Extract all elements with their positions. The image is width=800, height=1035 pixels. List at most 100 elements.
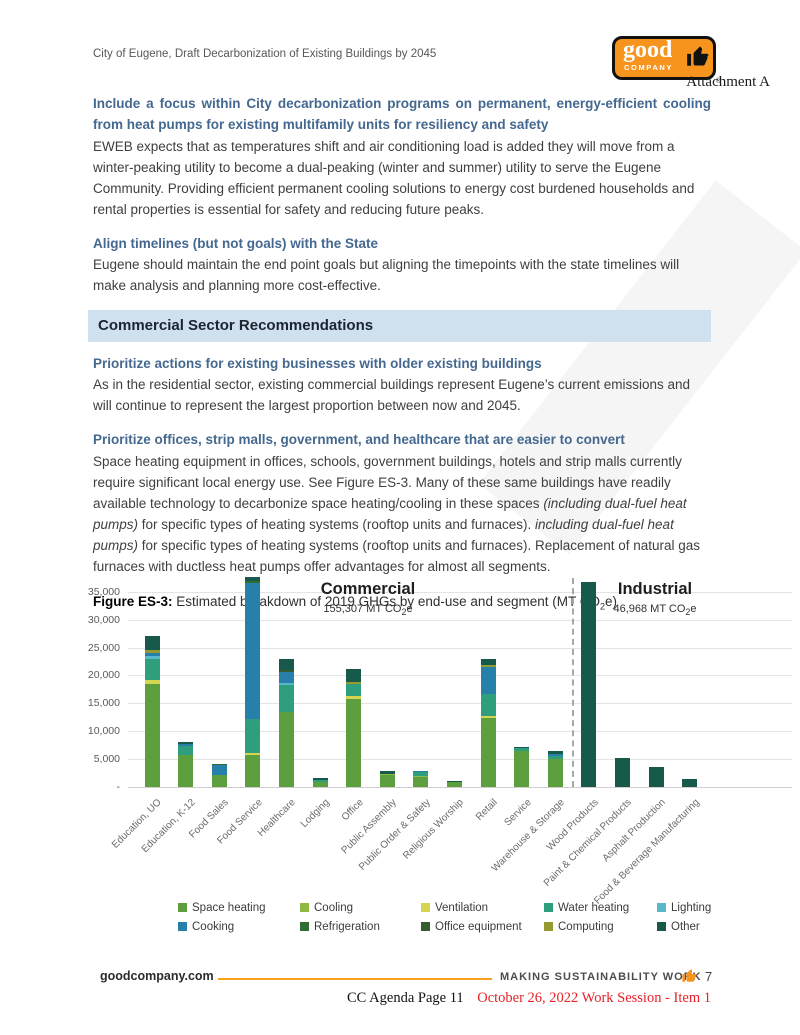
y-axis-tick-label: 20,000 bbox=[87, 669, 120, 682]
bar-segment-space_heating bbox=[514, 751, 530, 787]
x-axis-category-label: Asphalt Production bbox=[600, 797, 668, 865]
legend-swatch-ventilation bbox=[421, 903, 430, 912]
bar-segment-space_heating bbox=[413, 776, 429, 787]
bar-segment-ventilation bbox=[480, 716, 496, 718]
bar-segment-space_heating bbox=[446, 781, 462, 787]
legend-swatch-lighting bbox=[657, 903, 666, 912]
legend-label: Space heating bbox=[192, 901, 266, 914]
bar-segment-other bbox=[245, 577, 261, 581]
bar-segment-space_heating bbox=[245, 755, 261, 787]
footer-tagline: MAKING SUSTAINABILITY WORK bbox=[500, 971, 702, 983]
paragraph-eweb: EWEB expects that as temperatures shift … bbox=[93, 138, 695, 217]
legend-item: Computing bbox=[544, 917, 657, 936]
bar-segment-cooking bbox=[211, 764, 227, 776]
footer-agenda-page: CC Agenda Page 11 bbox=[347, 990, 464, 1006]
footer-page-number: 7 bbox=[705, 969, 713, 984]
bar-segment-water_heating bbox=[547, 756, 563, 759]
legend-label: Water heating bbox=[558, 901, 630, 914]
y-axis-tick-label: 35,000 bbox=[87, 585, 120, 598]
footer-session-date: October 26, 2022 Work Session - Item 1 bbox=[477, 990, 711, 1006]
legend-item: Cooking bbox=[178, 917, 300, 936]
legend-item: Space heating bbox=[178, 898, 300, 917]
bar-segment-other bbox=[682, 779, 698, 787]
bar-segment-water_heating bbox=[312, 779, 328, 782]
figure-caption: Figure ES-3: Estimated breakdown of 2019… bbox=[93, 593, 618, 612]
legend-label: Cooking bbox=[192, 920, 235, 933]
bar-segment-ventilation bbox=[144, 680, 160, 684]
legend-label: Office equipment bbox=[435, 920, 522, 933]
chart-group-subtitle: 155,307 MT CO2e bbox=[323, 603, 413, 618]
bar-segment-space_heating bbox=[278, 712, 294, 787]
bar-segment-water_heating bbox=[144, 658, 160, 681]
legend-label: Lighting bbox=[671, 901, 712, 914]
chart-legend: Space heating Cooling Ventilation Water hea… bbox=[178, 898, 767, 936]
bar-segment-other bbox=[547, 751, 563, 755]
paragraph-timelines: Eugene should maintain the end point goa… bbox=[93, 257, 680, 294]
bar-segment-water_heating bbox=[514, 747, 530, 752]
bar-segment-space_heating bbox=[346, 698, 362, 787]
bar-segment-space_heating bbox=[211, 775, 227, 787]
bar-segment-ventilation bbox=[245, 752, 261, 756]
gridline bbox=[128, 703, 792, 705]
legend-item: Water heating bbox=[544, 898, 657, 917]
y-axis-tick-label: 30,000 bbox=[87, 613, 120, 626]
logo-word-good: good bbox=[623, 37, 673, 63]
legend-item: Refrigeration bbox=[300, 917, 421, 936]
bar-segment-refrigeration bbox=[211, 763, 227, 765]
gridline bbox=[128, 619, 792, 621]
bar-segment-cooking bbox=[178, 744, 194, 746]
bar-segment-space_heating bbox=[144, 683, 160, 787]
gridline bbox=[128, 759, 792, 761]
y-axis-tick-label: - bbox=[116, 781, 121, 793]
chart-group-subtitle: 46,968 MT CO2e bbox=[613, 603, 697, 618]
bar-segment-space_heating bbox=[178, 755, 194, 787]
good-company-logo: good COMPANY ® bbox=[612, 36, 721, 85]
heading-prioritize-offices: Prioritize offices, strip malls, governm… bbox=[93, 432, 625, 448]
bar-segment-other bbox=[312, 778, 328, 780]
footer-website: goodcompany.com bbox=[100, 969, 214, 983]
legend-swatch-other bbox=[657, 922, 666, 931]
gridline bbox=[128, 675, 792, 677]
heading-cooling-focus: Include a focus within City decarbonizat… bbox=[93, 96, 711, 132]
heading-align-timelines: Align timelines (but not goals) with the… bbox=[93, 235, 379, 251]
bar-segment-space_heating bbox=[547, 758, 563, 787]
legend-swatch-cooling bbox=[300, 903, 309, 912]
footer-divider-line bbox=[218, 978, 492, 980]
bar-segment-water_heating bbox=[346, 684, 362, 697]
legend-item: Cooling bbox=[300, 898, 421, 917]
legend-swatch-refrigeration bbox=[300, 922, 309, 931]
x-axis-category-label: Service bbox=[502, 797, 534, 829]
chart-group-title: Commercial bbox=[320, 580, 416, 598]
bar-segment-ventilation bbox=[346, 696, 362, 699]
legend-item: Other bbox=[657, 917, 767, 936]
bar-segment-computing bbox=[144, 649, 160, 653]
bar-segment-other bbox=[346, 669, 362, 683]
legend-swatch-water_heating bbox=[544, 903, 553, 912]
legend-label: Other bbox=[671, 920, 700, 933]
bar-segment-other bbox=[648, 767, 664, 787]
x-axis-category-label: Lodging bbox=[298, 797, 332, 830]
bar-segment-cooking bbox=[480, 667, 496, 695]
heading-prioritize-actions: Prioritize actions for existing business… bbox=[93, 355, 542, 371]
bar-segment-water_heating bbox=[480, 694, 496, 717]
bar-segment-refrigeration bbox=[245, 580, 261, 584]
legend-swatch-computing bbox=[544, 922, 553, 931]
bar-segment-other bbox=[581, 582, 597, 787]
bar-segment-space_heating bbox=[379, 775, 395, 787]
footer-thumbs-up-icon bbox=[681, 966, 698, 990]
legend-swatch-space_heating bbox=[178, 903, 187, 912]
legend-label: Computing bbox=[558, 920, 614, 933]
x-axis-category-label: Retail bbox=[473, 797, 500, 823]
bar-segment-water_heating bbox=[245, 718, 261, 753]
y-axis-tick-label: 10,000 bbox=[87, 725, 120, 738]
legend-label: Cooling bbox=[314, 901, 353, 914]
bar-segment-computing bbox=[346, 682, 362, 685]
section-banner-commercial: Commercial Sector Recommendations bbox=[88, 310, 711, 342]
gridline bbox=[128, 647, 792, 649]
legend-label: Refrigeration bbox=[314, 920, 380, 933]
bar-segment-cooling bbox=[379, 774, 395, 776]
bar-segment-other bbox=[514, 746, 530, 748]
legend-swatch-cooking bbox=[178, 922, 187, 931]
document-header-title: City of Eugene, Draft Decarbonization of… bbox=[93, 48, 437, 60]
